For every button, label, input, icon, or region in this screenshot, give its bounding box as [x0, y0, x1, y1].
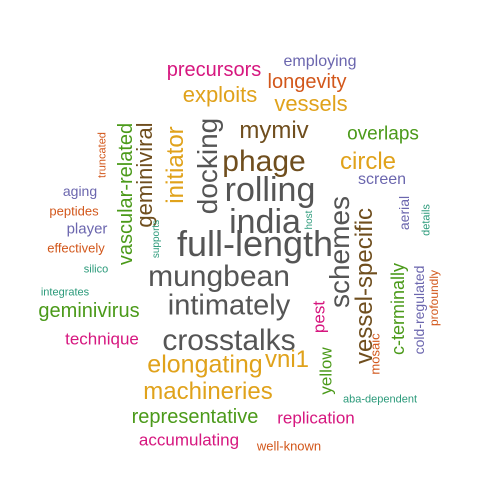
word-phage: phage — [222, 145, 306, 178]
word-crosstalks: crosstalks — [162, 324, 296, 357]
word-geminivirus: geminivirus — [38, 300, 140, 322]
word-overlaps: overlaps — [347, 123, 419, 145]
word-replication: replication — [277, 408, 355, 428]
word-intimately: intimately — [167, 289, 291, 322]
word-mungbean: mungbean — [148, 260, 290, 293]
word-rolling: rolling — [224, 171, 316, 209]
word-host: host — [304, 210, 315, 230]
word-c-terminally: c-terminally — [388, 262, 408, 356]
word-player: player — [66, 220, 108, 238]
word-elongating: elongating — [147, 350, 263, 379]
word-aba-dependent: aba-dependent — [342, 393, 418, 406]
word-circle: circle — [339, 148, 397, 175]
word-technique: technique — [65, 329, 139, 349]
word-cold-regulated: cold-regulated — [411, 265, 427, 355]
word-vessels: vessels — [274, 91, 348, 116]
word-representative: representative — [131, 406, 259, 428]
word-aging: aging — [62, 183, 98, 199]
word-aerial: aerial — [396, 195, 412, 231]
word-full-length: full-length — [176, 223, 334, 264]
word-longevity: longevity — [267, 71, 347, 93]
word-screen: screen — [357, 171, 407, 188]
word-vni1: vni1 — [264, 346, 310, 373]
word-schemes: schemes — [324, 195, 355, 309]
word-supports: supports — [151, 219, 162, 259]
word-accumulating: accumulating — [138, 430, 240, 450]
word-details: details — [420, 204, 433, 236]
word-mosaic: mosaic — [367, 333, 383, 375]
word-pest: pest — [309, 300, 329, 334]
word-precursors: precursors — [166, 59, 262, 81]
word-effectively: effectively — [47, 240, 105, 256]
word-india: india — [229, 203, 301, 241]
word-geminiviral: geminiviral — [132, 122, 157, 228]
word-truncated: truncated — [96, 132, 109, 178]
word-docking: docking — [192, 117, 223, 215]
word-yellow: yellow — [316, 347, 336, 395]
word-profoundly: profoundly — [427, 269, 441, 327]
word-integrates: integrates — [40, 286, 90, 299]
word-initiator: initiator — [162, 126, 189, 204]
word-mymiv: mymiv — [239, 117, 309, 144]
word-machineries: machineries — [143, 378, 273, 405]
word-peptides: peptides — [49, 203, 99, 219]
word-employing: employing — [283, 53, 357, 70]
word-well-known: well-known — [256, 438, 322, 454]
word-silico: silico — [83, 263, 109, 276]
word-exploits: exploits — [182, 82, 258, 107]
